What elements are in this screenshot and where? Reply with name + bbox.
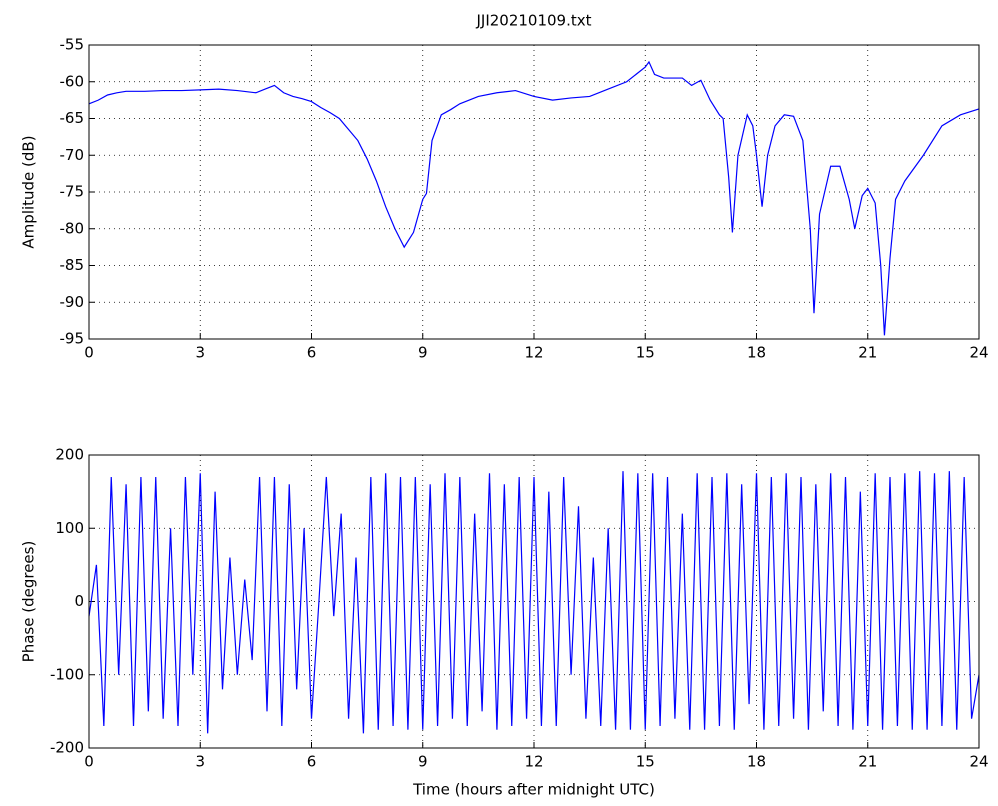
x-tick-label: 24 (969, 344, 988, 362)
y-tick-label: -65 (60, 109, 85, 127)
x-tick-label: 9 (418, 753, 428, 771)
y-tick-label: -80 (60, 219, 85, 237)
chart-title: JJI20210109.txt (475, 12, 591, 30)
y-axis-label: Phase (degrees) (20, 541, 38, 663)
y-tick-label: -60 (60, 72, 85, 90)
x-tick-label: 15 (636, 344, 655, 362)
x-tick-label: 24 (969, 753, 988, 771)
y-tick-label: -95 (60, 330, 85, 348)
x-tick-label: 12 (524, 753, 543, 771)
y-tick-label: -55 (60, 36, 85, 54)
x-tick-label: 21 (858, 753, 877, 771)
x-tick-label: 12 (524, 344, 543, 362)
y-tick-label: -100 (50, 665, 84, 683)
y-tick-label: -70 (60, 146, 85, 164)
y-axis-label: Amplitude (dB) (20, 135, 38, 248)
y-tick-label: -200 (50, 739, 84, 757)
y-tick-label: 100 (55, 519, 84, 537)
data-line (88, 471, 980, 734)
x-tick-label: 0 (84, 344, 94, 362)
y-tick-label: -85 (60, 256, 85, 274)
data-line (88, 60, 980, 336)
y-tick-label: -75 (60, 183, 85, 201)
axes-frame (88, 44, 980, 340)
y-tick-label: 200 (55, 446, 84, 464)
axes-frame (88, 454, 980, 749)
x-tick-label: 21 (858, 344, 877, 362)
x-tick-label: 18 (747, 344, 766, 362)
y-tick-label: 0 (74, 592, 84, 610)
x-tick-label: 6 (307, 753, 317, 771)
x-tick-label: 9 (418, 344, 428, 362)
x-tick-label: 3 (195, 753, 205, 771)
x-tick-label: 15 (636, 753, 655, 771)
y-tick-label: -90 (60, 293, 85, 311)
x-axis-label: Time (hours after midnight UTC) (412, 781, 655, 799)
x-tick-label: 6 (307, 344, 317, 362)
x-tick-label: 18 (747, 753, 766, 771)
x-tick-label: 0 (84, 753, 94, 771)
x-tick-label: 3 (195, 344, 205, 362)
